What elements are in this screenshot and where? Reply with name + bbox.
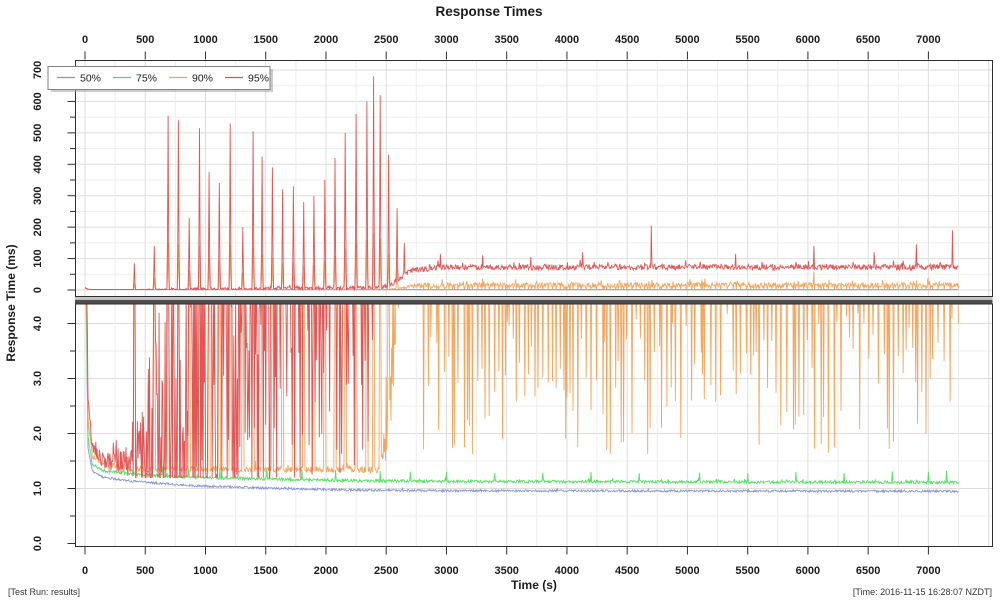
gridlines-top-panel — [75, 60, 993, 297]
footer-test-run: [Test Run: results] — [8, 587, 80, 597]
series-line-overview-75% — [84, 287, 959, 291]
panel-separator-light — [75, 297, 993, 299]
x-axis-bottom-tick-label: 6500 — [856, 565, 880, 577]
y-axis-tick-label: 0.0 — [32, 536, 44, 551]
y-axis-tick-label: 0 — [32, 287, 44, 293]
legend: 50% 75% 90% 95% — [47, 66, 273, 92]
y-axis-tick-label: 100 — [32, 249, 44, 267]
series-line-overview-90% — [84, 232, 959, 292]
x-axis-top-tick-label: 4000 — [555, 34, 579, 46]
x-axis-bottom-tick-label: 5500 — [735, 565, 759, 577]
x-axis-bottom-tick-label: 500 — [136, 565, 154, 577]
x-axis-bottom-tick-label: 4500 — [615, 565, 639, 577]
x-axis-top-tick-label: 2500 — [374, 34, 398, 46]
series-line-zoom-75% — [85, 304, 959, 486]
x-axis-top-tick-label: 7000 — [916, 34, 940, 46]
x-axis-top-tick-label: 6500 — [856, 34, 880, 46]
legend-label-50pct: 50% — [80, 73, 101, 85]
x-axis-top-tick-label: 1500 — [253, 34, 277, 46]
y-axis-tick-label: 300 — [32, 187, 44, 205]
x-axis-bottom-tick-label: 2500 — [374, 565, 398, 577]
x-axis-top-tick-label: 4500 — [615, 34, 639, 46]
x-axis-bottom-tick-label: 0 — [82, 565, 88, 577]
x-axis-bottom-tick-label: 5000 — [675, 565, 699, 577]
x-axis-bottom-tick-label: 4000 — [555, 565, 579, 577]
y-axis-tick-label: 1.0 — [32, 481, 44, 496]
series-line-zoom-90% — [86, 304, 959, 475]
x-axis-bottom-tick-label: 7000 — [916, 565, 940, 577]
top-panel-border — [75, 60, 993, 297]
x-axis-bottom-tick-label: 1000 — [193, 565, 217, 577]
y-axis-tick-label: 700 — [32, 61, 44, 79]
x-axis-bottom-tick-label: 3000 — [434, 565, 458, 577]
y-axis-tick-label: 600 — [32, 92, 44, 110]
y-axis-tick-label: 500 — [32, 124, 44, 142]
x-axis-top-tick-label: 6000 — [796, 34, 820, 46]
x-axis-title: Time (s) — [511, 578, 557, 592]
axes: 0050050010001000150015002000200025002500… — [32, 34, 941, 577]
legend-box — [47, 66, 271, 90]
series-lines-overview-panel — [84, 76, 959, 292]
x-axis-top-tick-label: 3500 — [494, 34, 518, 46]
y-axis-title: Response Time (ms) — [4, 244, 18, 361]
bottom-panel-border — [75, 303, 993, 547]
x-axis-bottom-tick-label: 3500 — [494, 565, 518, 577]
series-lines-zoom-panel — [85, 304, 959, 494]
y-axis-tick-label: 200 — [32, 218, 44, 236]
y-axis-tick-label: 2.0 — [32, 426, 44, 441]
x-axis-top-tick-label: 3000 — [434, 34, 458, 46]
legend-label-90pct: 90% — [192, 73, 213, 85]
legend-label-95pct: 95% — [248, 73, 269, 85]
series-line-overview-95% — [84, 76, 959, 292]
x-axis-top-tick-label: 0 — [82, 34, 88, 46]
y-axis-tick-label: 4.0 — [32, 316, 44, 331]
footer-timestamp: [Time: 2016-11-15 16:28:07 NZDT] — [853, 587, 992, 597]
legend-label-75pct: 75% — [136, 73, 157, 85]
x-axis-top-tick-label: 5500 — [735, 34, 759, 46]
x-axis-top-tick-label: 2000 — [314, 34, 338, 46]
x-axis-bottom-tick-label: 2000 — [314, 565, 338, 577]
y-axis-tick-label: 3.0 — [32, 371, 44, 386]
series-line-zoom-50% — [85, 304, 959, 494]
panel-separator-bar — [75, 299, 993, 304]
chart-title: Response Times — [435, 4, 542, 19]
x-axis-bottom-tick-label: 6000 — [796, 565, 820, 577]
x-axis-top-tick-label: 500 — [136, 34, 154, 46]
x-axis-top-tick-label: 1000 — [193, 34, 217, 46]
x-axis-bottom-tick-label: 1500 — [253, 565, 277, 577]
x-axis-top-tick-label: 5000 — [675, 34, 699, 46]
y-axis-tick-label: 400 — [32, 155, 44, 173]
